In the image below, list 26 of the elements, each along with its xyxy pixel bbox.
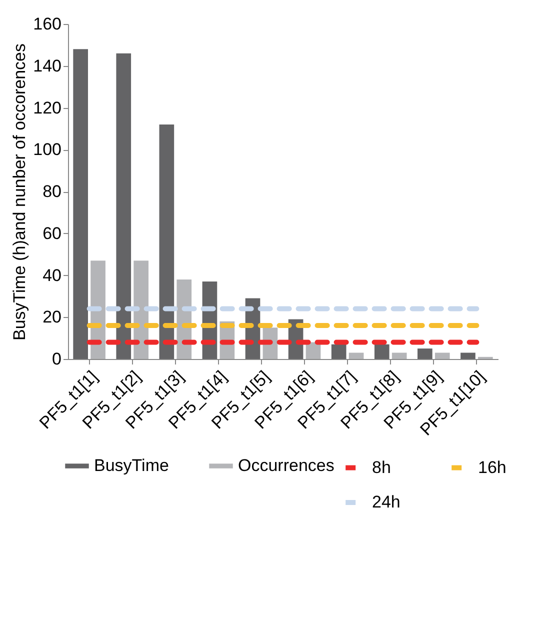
legend-label: 8h	[372, 458, 391, 477]
legend-label: 16h	[478, 458, 506, 477]
y-tick-label: 60	[42, 224, 62, 243]
bar	[460, 352, 476, 359]
y-tick-label: 120	[33, 98, 62, 118]
y-tick-label: 40	[42, 266, 62, 285]
bar	[374, 344, 390, 359]
bar	[434, 352, 450, 359]
y-tick-label: 160	[33, 14, 62, 34]
legend-label: BusyTime	[94, 456, 169, 475]
bar	[392, 352, 407, 359]
y-axis-title: BusyTime (h)and nunber of occorences	[10, 43, 30, 341]
y-tick-label: 0	[52, 350, 62, 368]
bar	[348, 352, 364, 359]
y-tick-label: 80	[42, 182, 62, 201]
y-tick-label: 140	[33, 56, 62, 76]
legend-label: 24h	[372, 492, 400, 512]
bar	[134, 260, 148, 359]
bar	[331, 344, 346, 359]
bar	[159, 124, 174, 359]
bar	[73, 49, 88, 359]
bar	[418, 348, 432, 359]
y-tick-label: 20	[42, 308, 62, 327]
y-tick-label: 100	[33, 140, 62, 160]
legend-label: Occurrences	[238, 456, 334, 475]
bar	[116, 53, 132, 359]
